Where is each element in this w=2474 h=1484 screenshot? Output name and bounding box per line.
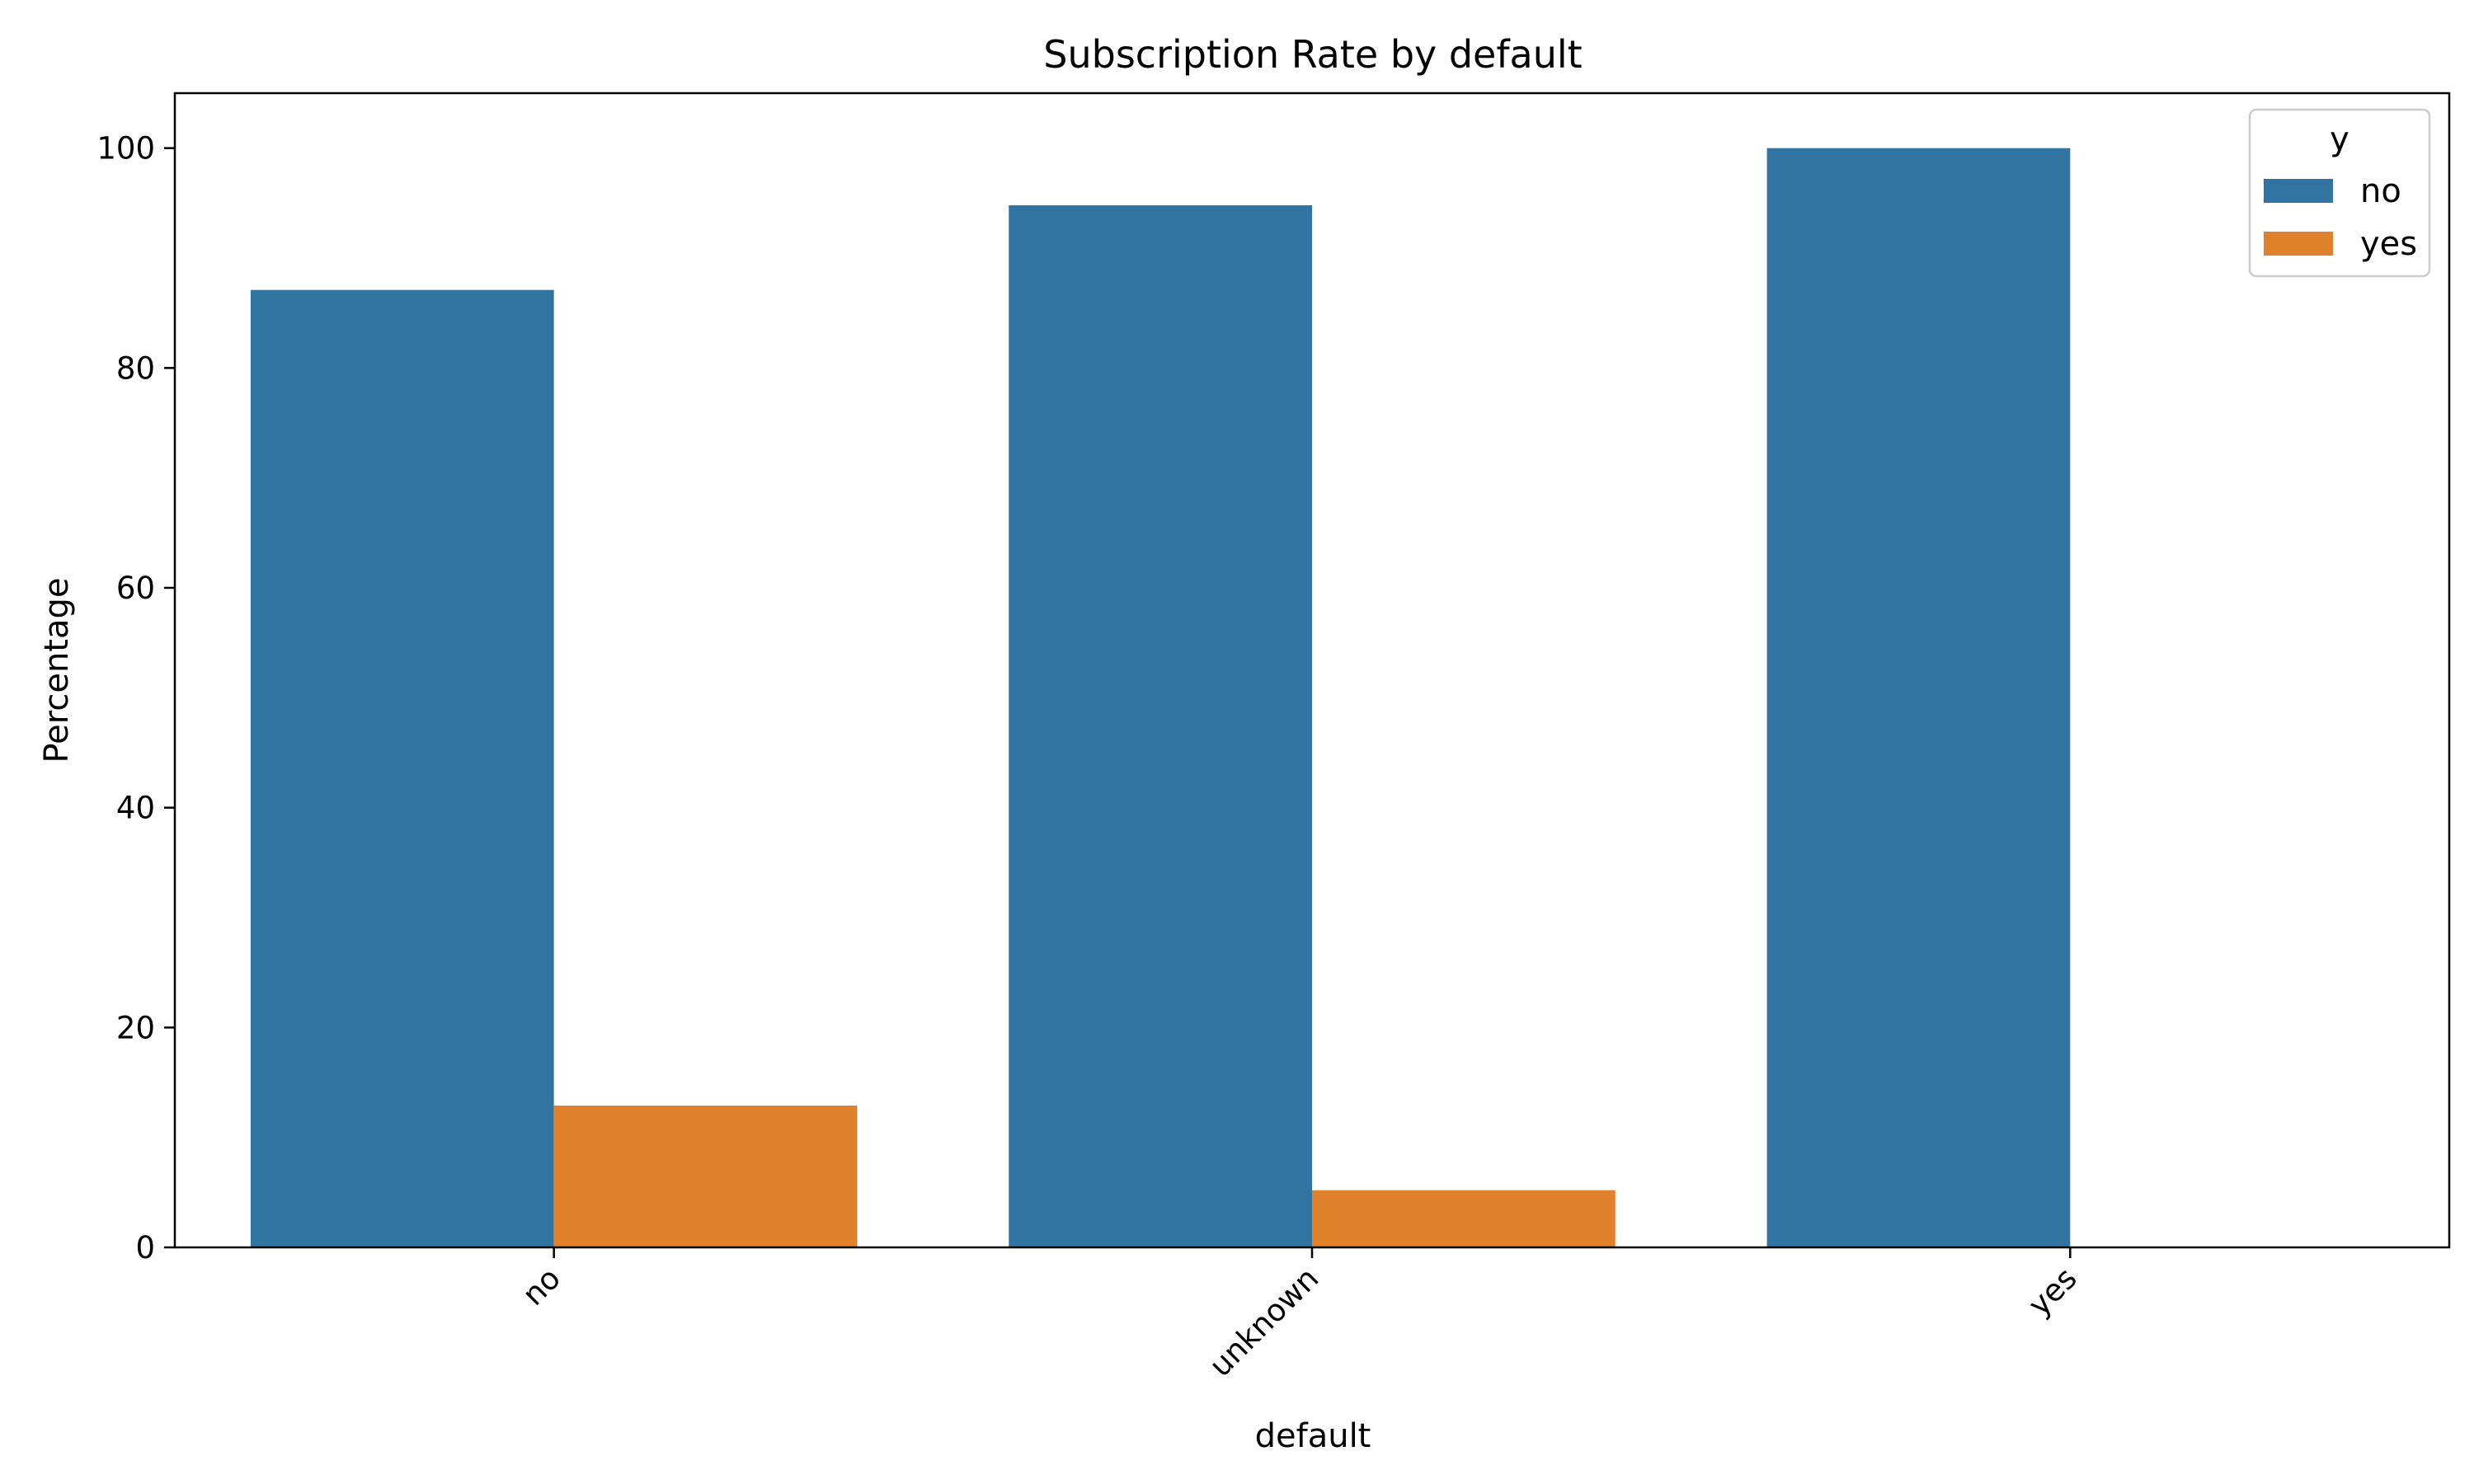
y-tick-label: 40	[116, 791, 155, 826]
bars	[250, 148, 2071, 1248]
y-axis-label: Percentage	[38, 577, 76, 763]
bar-yes-unknown	[1312, 1190, 1616, 1247]
y-axis: 0 20 40 60 80 100	[96, 131, 175, 1266]
legend-label-no: no	[2360, 172, 2401, 210]
y-tick-label: 80	[116, 350, 155, 386]
y-tick-label: 20	[116, 1010, 155, 1045]
legend: y no yes	[2248, 108, 2431, 278]
legend-swatch-no	[2264, 179, 2333, 203]
legend-swatch-yes	[2264, 232, 2333, 256]
bar-yes-no	[553, 1106, 858, 1247]
y-tick-label: 100	[96, 131, 155, 167]
legend-title: y	[2330, 120, 2349, 158]
bar-no-yes	[1766, 148, 2071, 1248]
bar-no-unknown	[1009, 205, 1312, 1247]
x-axis-label: default	[1255, 1417, 1371, 1455]
bar-no-no	[250, 289, 554, 1248]
chart-title: Subscription Rate by default	[1043, 32, 1582, 77]
y-tick-label: 60	[116, 571, 155, 606]
y-tick-label: 0	[135, 1230, 155, 1266]
legend-label-yes: yes	[2360, 225, 2417, 263]
